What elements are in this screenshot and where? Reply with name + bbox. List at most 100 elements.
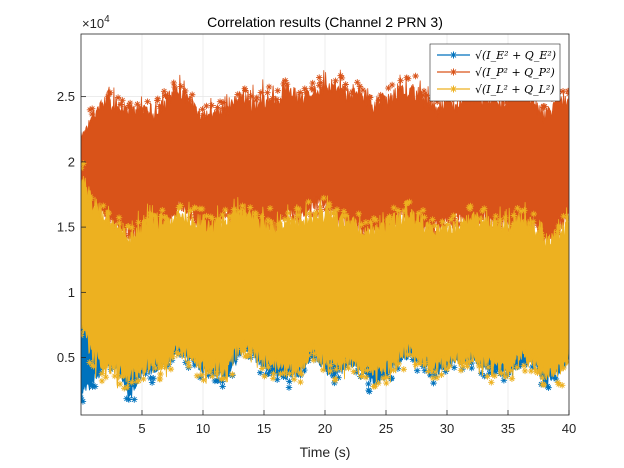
- marker: [484, 373, 491, 380]
- marker: [251, 209, 259, 217]
- marker: [196, 374, 204, 381]
- marker: [199, 106, 206, 113]
- marker: [253, 94, 261, 101]
- marker: [247, 347, 254, 355]
- marker: [237, 208, 244, 215]
- marker: [252, 96, 260, 104]
- marker: [169, 204, 176, 212]
- marker: [461, 99, 469, 106]
- marker: [459, 362, 467, 370]
- marker: [269, 375, 277, 382]
- marker: [273, 96, 281, 103]
- chart-title: Correlation results (Channel 2 PRN 3): [207, 14, 443, 30]
- marker: [341, 212, 348, 220]
- marker: [182, 87, 189, 95]
- marker: [388, 374, 395, 382]
- marker: [459, 220, 467, 227]
- marker: [468, 364, 475, 372]
- marker: [275, 370, 283, 377]
- marker: [358, 373, 365, 380]
- marker: [534, 222, 542, 229]
- marker: [222, 206, 229, 214]
- marker: [331, 379, 338, 387]
- marker: [116, 380, 124, 388]
- marker: [219, 378, 226, 385]
- marker: [86, 359, 93, 366]
- marker: [111, 372, 118, 380]
- marker: [498, 370, 505, 377]
- marker: [564, 213, 569, 221]
- marker: [375, 97, 382, 104]
- marker: [450, 364, 458, 371]
- marker: [342, 81, 349, 88]
- marker: [87, 193, 94, 201]
- y-tick-label: 2: [68, 154, 75, 169]
- marker: [120, 385, 128, 392]
- marker: [400, 366, 407, 373]
- marker: [354, 79, 361, 86]
- marker: [515, 363, 523, 370]
- marker: [527, 219, 534, 227]
- marker: [269, 95, 276, 102]
- marker: [207, 213, 215, 221]
- marker: [140, 105, 147, 112]
- marker: [409, 351, 416, 359]
- marker: [115, 214, 123, 221]
- marker: [231, 356, 239, 363]
- marker: [388, 81, 396, 89]
- marker: [446, 362, 453, 370]
- marker: [162, 92, 169, 99]
- marker: [475, 362, 483, 370]
- marker: [160, 88, 168, 95]
- series-layer: [81, 69, 569, 405]
- marker: [203, 212, 210, 220]
- marker: [477, 370, 485, 377]
- marker: [378, 94, 385, 101]
- marker: [81, 160, 87, 167]
- marker: [268, 218, 275, 226]
- tick-layer: 5 10 15 20 25 30 35 40 0.5 1 1.5 2 2.5: [57, 89, 576, 436]
- marker: [302, 89, 310, 96]
- marker: [209, 373, 216, 380]
- marker: [135, 373, 142, 380]
- marker: [116, 219, 123, 227]
- marker: [264, 370, 272, 377]
- marker: [208, 102, 216, 109]
- marker: [264, 216, 272, 224]
- y-tick-label: 2.5: [57, 89, 75, 104]
- marker: [372, 217, 380, 224]
- marker: [332, 375, 339, 382]
- marker: [275, 221, 283, 229]
- marker: [135, 219, 142, 226]
- marker: [311, 350, 319, 357]
- marker: [266, 205, 274, 212]
- marker: [521, 367, 529, 375]
- marker: [444, 99, 452, 106]
- marker: [496, 217, 504, 224]
- marker: [191, 361, 199, 369]
- marker: [555, 224, 563, 232]
- marker: [277, 370, 284, 378]
- marker: [560, 364, 567, 372]
- marker: [364, 367, 371, 374]
- marker: [219, 211, 226, 219]
- marker: [126, 99, 134, 107]
- marker: [216, 98, 224, 105]
- marker: [301, 85, 308, 92]
- marker: [281, 216, 289, 223]
- marker: [98, 377, 106, 385]
- marker: [425, 368, 432, 375]
- marker: [186, 95, 193, 103]
- marker: [513, 364, 521, 371]
- y-tick-label: 0.5: [57, 350, 75, 365]
- marker: [152, 364, 159, 372]
- marker: [213, 369, 221, 377]
- marker: [384, 216, 391, 224]
- marker: [185, 359, 192, 366]
- marker: [86, 106, 94, 114]
- marker: [539, 374, 546, 382]
- marker: [447, 216, 455, 223]
- marker: [385, 218, 392, 226]
- x-tick-label: 10: [196, 421, 210, 436]
